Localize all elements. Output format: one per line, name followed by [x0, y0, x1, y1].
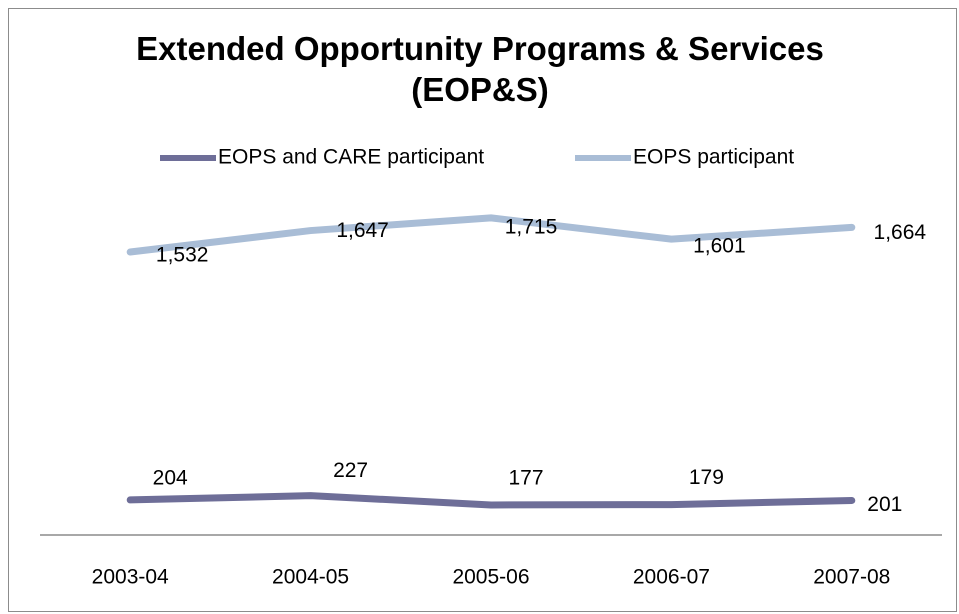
data-label: 204	[153, 466, 188, 489]
line-series	[126, 492, 856, 509]
line-series	[126, 214, 856, 256]
data-label: 1,601	[693, 235, 746, 258]
legend-label: EOPS participant	[633, 146, 794, 169]
legend-label: EOPS and CARE participant	[218, 146, 484, 169]
data-label: 1,647	[336, 219, 389, 242]
data-label: 179	[689, 466, 724, 489]
data-label: 201	[867, 493, 902, 516]
data-label: 1,664	[874, 221, 927, 244]
data-label: 227	[333, 459, 368, 482]
data-label: 177	[508, 467, 543, 490]
x-tick-label: 2007-08	[813, 566, 890, 589]
x-tick-label: 2004-05	[272, 566, 349, 589]
data-label: 1,532	[156, 244, 209, 267]
data-label: 1,715	[505, 215, 558, 238]
chart-frame	[8, 8, 957, 612]
x-tick-label: 2006-07	[633, 566, 710, 589]
x-tick-label: 2005-06	[452, 566, 529, 589]
chart-title: Extended Opportunity Programs & Services…	[136, 30, 824, 108]
x-tick-label: 2003-04	[92, 566, 169, 589]
